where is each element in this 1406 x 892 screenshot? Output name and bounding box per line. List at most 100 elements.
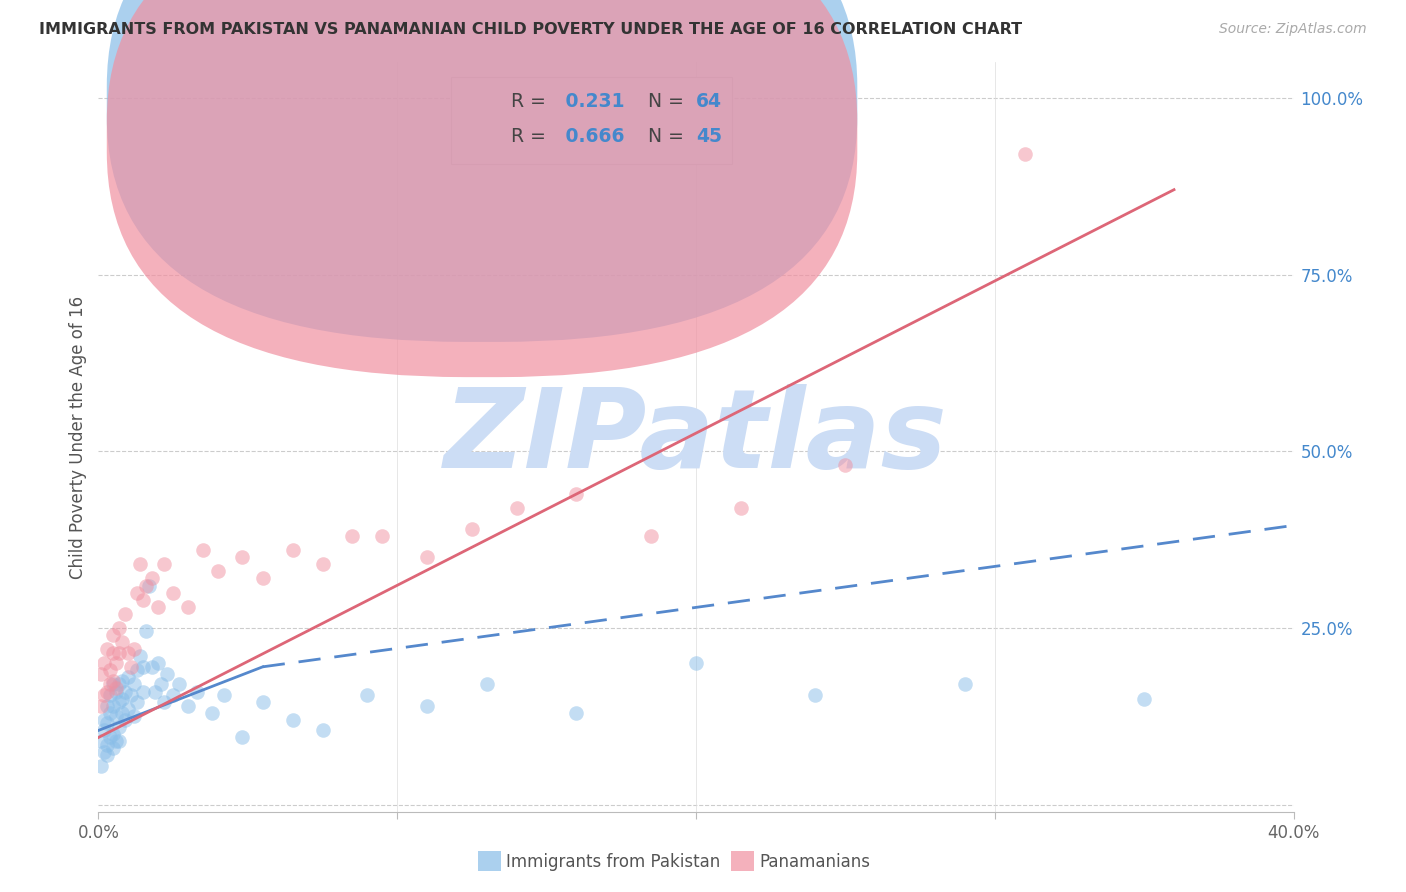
Point [127, 585, 149, 599]
Point [98, 677, 122, 691]
Text: 64: 64 [696, 92, 721, 111]
Point [96, 684, 118, 698]
Point [111, 635, 134, 649]
Point [105, 657, 128, 671]
Point [177, 698, 200, 713]
Point [141, 660, 163, 674]
Point [120, 660, 142, 674]
Point [371, 529, 394, 543]
Point [138, 578, 160, 592]
Point [953, 677, 976, 691]
Point [98, 664, 122, 678]
Point [103, 673, 125, 688]
Point [129, 558, 152, 572]
Point [103, 646, 125, 660]
Point [150, 677, 173, 691]
Point [162, 585, 184, 599]
Point [103, 727, 125, 741]
Point [96, 748, 118, 763]
Point [120, 688, 142, 702]
Point [231, 550, 253, 565]
Point [96, 642, 118, 657]
Point [1014, 147, 1036, 161]
Point [281, 713, 304, 727]
FancyBboxPatch shape [107, 0, 858, 377]
Point [108, 677, 131, 691]
Point [252, 571, 274, 585]
Point [108, 621, 131, 635]
Text: R =: R = [510, 128, 551, 146]
Point [834, 458, 856, 473]
Point [191, 543, 214, 558]
Point [730, 500, 752, 515]
Point [162, 688, 184, 702]
Point [461, 522, 484, 536]
Point [93, 723, 115, 738]
Text: Immigrants from Pakistan: Immigrants from Pakistan [506, 853, 720, 871]
Point [96, 716, 118, 731]
Point [117, 670, 139, 684]
Text: N =: N = [637, 128, 690, 146]
Point [685, 657, 707, 671]
Point [132, 684, 155, 698]
Point [143, 684, 166, 698]
Point [90, 734, 112, 748]
Point [124, 677, 146, 691]
Point [90, 758, 112, 772]
Point [93, 745, 115, 759]
Point [1133, 691, 1156, 706]
Point [342, 529, 364, 543]
Point [506, 500, 529, 515]
Point [141, 571, 163, 585]
Point [105, 681, 128, 695]
Text: Source: ZipAtlas.com: Source: ZipAtlas.com [1219, 22, 1367, 37]
Y-axis label: Child Poverty Under the Age of 16: Child Poverty Under the Age of 16 [69, 295, 87, 579]
Point [475, 677, 498, 691]
Text: IMMIGRANTS FROM PAKISTAN VS PANAMANIAN CHILD POVERTY UNDER THE AGE OF 16 CORRELA: IMMIGRANTS FROM PAKISTAN VS PANAMANIAN C… [39, 22, 1022, 37]
Text: Panamanians: Panamanians [759, 853, 870, 871]
Point [111, 673, 134, 688]
Point [103, 698, 125, 713]
FancyBboxPatch shape [451, 78, 733, 163]
Point [98, 706, 122, 720]
Point [111, 706, 134, 720]
Point [252, 695, 274, 709]
Point [207, 565, 229, 579]
Text: 0.231: 0.231 [558, 92, 624, 111]
Point [96, 698, 118, 713]
Point [804, 688, 827, 702]
Point [311, 558, 333, 572]
Point [124, 709, 146, 723]
Point [231, 731, 253, 745]
Point [129, 649, 152, 664]
Point [148, 657, 170, 671]
Point [108, 646, 131, 660]
Point [96, 738, 118, 752]
Point [177, 599, 200, 614]
Point [93, 688, 115, 702]
Point [90, 698, 112, 713]
Point [153, 558, 176, 572]
Point [127, 664, 149, 678]
Point [93, 713, 115, 727]
Point [132, 592, 155, 607]
Point [565, 706, 588, 720]
Point [105, 684, 128, 698]
Point [117, 646, 139, 660]
Point [103, 628, 125, 642]
Point [111, 691, 134, 706]
Point [135, 624, 157, 639]
Point [311, 723, 333, 738]
Text: 0.666: 0.666 [558, 128, 624, 146]
Point [416, 550, 439, 565]
Point [90, 666, 112, 681]
Point [114, 684, 136, 698]
Point [132, 660, 155, 674]
Text: R =: R = [510, 92, 551, 111]
Text: N =: N = [637, 92, 690, 111]
Point [98, 688, 122, 702]
Point [98, 731, 122, 745]
Point [108, 734, 131, 748]
Point [416, 698, 439, 713]
Point [640, 529, 662, 543]
